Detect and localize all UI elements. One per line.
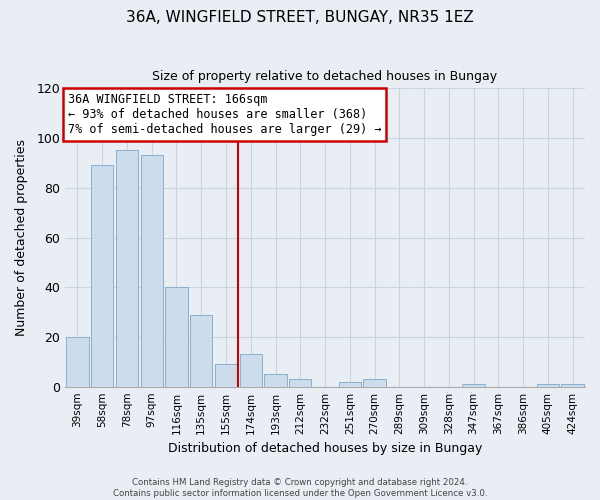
Text: Contains HM Land Registry data © Crown copyright and database right 2024.
Contai: Contains HM Land Registry data © Crown c… [113, 478, 487, 498]
Bar [190, 314, 212, 386]
Text: 36A WINGFIELD STREET: 166sqm
← 93% of detached houses are smaller (368)
7% of se: 36A WINGFIELD STREET: 166sqm ← 93% of de… [68, 93, 381, 136]
Bar [116, 150, 138, 386]
Bar [239, 354, 262, 386]
X-axis label: Distribution of detached houses by size in Bungay: Distribution of detached houses by size … [168, 442, 482, 455]
Bar [463, 384, 485, 386]
Bar [166, 287, 188, 386]
Bar [537, 384, 559, 386]
Bar [364, 379, 386, 386]
Bar [265, 374, 287, 386]
Y-axis label: Number of detached properties: Number of detached properties [15, 139, 28, 336]
Title: Size of property relative to detached houses in Bungay: Size of property relative to detached ho… [152, 70, 497, 83]
Bar [338, 382, 361, 386]
Bar [91, 166, 113, 386]
Bar [289, 379, 311, 386]
Bar [67, 337, 89, 386]
Bar [215, 364, 237, 386]
Bar [562, 384, 584, 386]
Text: 36A, WINGFIELD STREET, BUNGAY, NR35 1EZ: 36A, WINGFIELD STREET, BUNGAY, NR35 1EZ [126, 10, 474, 25]
Bar [140, 156, 163, 386]
